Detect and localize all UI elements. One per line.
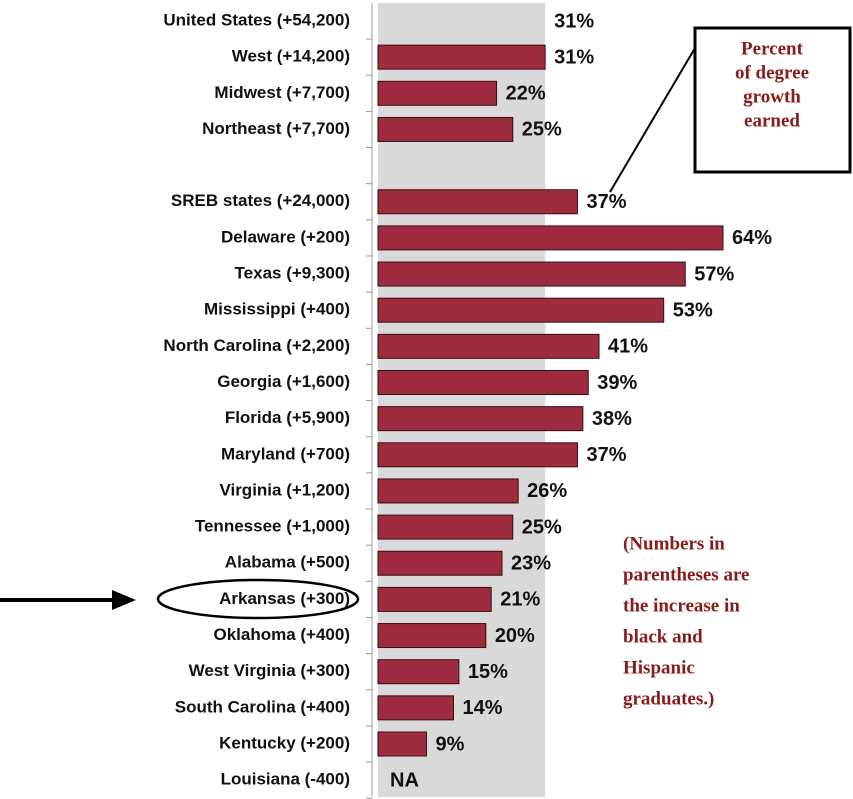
bar bbox=[377, 514, 514, 540]
value-label: 53% bbox=[673, 299, 713, 321]
annotation: parentheses are bbox=[623, 564, 749, 585]
category-label: Midwest (+7,700) bbox=[214, 83, 350, 102]
value-label: 15% bbox=[468, 661, 508, 683]
value-label: 22% bbox=[506, 83, 546, 105]
value-label: 41% bbox=[608, 336, 648, 358]
bar bbox=[377, 297, 665, 323]
bar bbox=[377, 370, 589, 395]
bar bbox=[377, 550, 503, 576]
category-label: West (+14,200) bbox=[232, 47, 350, 66]
bar bbox=[377, 44, 546, 70]
category-label: North Carolina (+2,200) bbox=[163, 336, 350, 355]
category-label: Kentucky (+200) bbox=[219, 733, 350, 752]
value-label: 37% bbox=[586, 444, 626, 466]
bar bbox=[377, 659, 460, 685]
bar bbox=[377, 695, 454, 721]
bar bbox=[377, 623, 487, 649]
value-label: 64% bbox=[732, 227, 772, 249]
value-label: NA bbox=[390, 769, 419, 791]
category-label: Delaware (+200) bbox=[221, 227, 350, 246]
category-label: SREB states (+24,000) bbox=[171, 191, 350, 210]
bar bbox=[377, 261, 686, 287]
bar bbox=[377, 333, 600, 359]
value-label: 23% bbox=[511, 553, 551, 575]
category-label: Florida (+5,900) bbox=[225, 408, 350, 427]
annotation: the increase in bbox=[623, 595, 740, 616]
category-label: Virginia (+1,200) bbox=[219, 480, 350, 499]
category-label: West Virginia (+300) bbox=[189, 661, 350, 680]
annotation: Percent bbox=[741, 38, 804, 59]
category-label: Mississippi (+400) bbox=[204, 300, 350, 319]
annotation: Hispanic bbox=[623, 657, 695, 678]
value-label: 21% bbox=[500, 589, 540, 611]
bar bbox=[377, 116, 514, 142]
category-label: Oklahoma (+400) bbox=[213, 625, 350, 644]
bar bbox=[377, 586, 492, 612]
category-label: Tennessee (+1,000) bbox=[195, 517, 350, 536]
value-label: 39% bbox=[597, 372, 637, 394]
bar bbox=[377, 406, 584, 432]
bar bbox=[377, 80, 498, 106]
value-label: 26% bbox=[527, 480, 567, 502]
category-label: Maryland (+700) bbox=[221, 444, 350, 463]
bar bbox=[377, 478, 519, 504]
category-label: Arkansas (+300) bbox=[219, 589, 350, 608]
value-label: 31% bbox=[554, 10, 594, 32]
value-label: 38% bbox=[592, 408, 632, 430]
category-label: Louisiana (-400) bbox=[221, 770, 350, 789]
annotation: of degree bbox=[735, 62, 809, 83]
annotation: (Numbers in bbox=[623, 533, 725, 554]
bar bbox=[377, 189, 578, 215]
annotation-leader bbox=[609, 47, 696, 193]
value-label: 37% bbox=[586, 191, 626, 213]
bar bbox=[377, 731, 428, 757]
category-label: Georgia (+1,600) bbox=[217, 372, 350, 391]
annotation: earned bbox=[744, 110, 800, 131]
annotation: black and bbox=[623, 626, 703, 647]
bar bbox=[377, 225, 724, 251]
value-label: 20% bbox=[495, 625, 535, 647]
annotation: graduates.) bbox=[623, 688, 714, 709]
value-label: 25% bbox=[522, 119, 562, 141]
category-label: South Carolina (+400) bbox=[175, 697, 350, 716]
arrow-head bbox=[112, 590, 136, 610]
value-label: 14% bbox=[462, 697, 502, 719]
category-label: Northeast (+7,700) bbox=[202, 119, 350, 138]
category-label: Texas (+9,300) bbox=[235, 264, 350, 283]
value-label: 57% bbox=[694, 263, 734, 285]
category-label: Alabama (+500) bbox=[225, 553, 350, 572]
value-label: 31% bbox=[554, 46, 594, 68]
annotation-box bbox=[693, 26, 852, 174]
highlight-ellipse bbox=[156, 578, 360, 620]
value-label: 25% bbox=[522, 516, 562, 538]
bar bbox=[377, 442, 578, 468]
category-label: United States (+54,200) bbox=[163, 10, 350, 29]
value-label: 9% bbox=[436, 733, 465, 755]
annotation: growth bbox=[743, 86, 801, 107]
